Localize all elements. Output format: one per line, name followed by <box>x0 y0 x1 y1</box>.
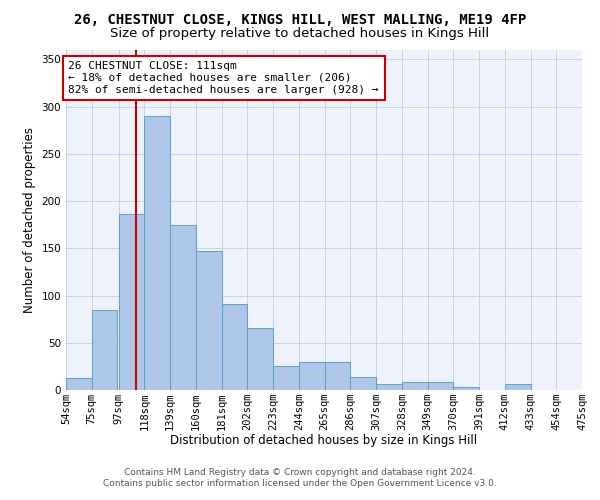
Text: 26 CHESTNUT CLOSE: 111sqm
← 18% of detached houses are smaller (206)
82% of semi: 26 CHESTNUT CLOSE: 111sqm ← 18% of detac… <box>68 62 379 94</box>
Bar <box>505 384 530 390</box>
Bar <box>273 366 299 390</box>
Bar <box>402 382 428 390</box>
Text: Size of property relative to detached houses in Kings Hill: Size of property relative to detached ho… <box>110 28 490 40</box>
Bar <box>428 382 454 390</box>
Bar <box>325 362 350 390</box>
Text: Contains HM Land Registry data © Crown copyright and database right 2024.
Contai: Contains HM Land Registry data © Crown c… <box>103 468 497 487</box>
Bar <box>299 362 325 390</box>
Bar <box>119 214 145 390</box>
Bar <box>221 304 247 390</box>
Y-axis label: Number of detached properties: Number of detached properties <box>23 127 36 313</box>
Bar <box>145 116 170 390</box>
Bar <box>92 310 118 390</box>
Bar <box>196 251 221 390</box>
Bar <box>376 384 402 390</box>
Bar <box>454 387 479 390</box>
Bar <box>170 224 196 390</box>
Bar <box>247 328 273 390</box>
X-axis label: Distribution of detached houses by size in Kings Hill: Distribution of detached houses by size … <box>170 434 478 448</box>
Text: 26, CHESTNUT CLOSE, KINGS HILL, WEST MALLING, ME19 4FP: 26, CHESTNUT CLOSE, KINGS HILL, WEST MAL… <box>74 12 526 26</box>
Bar <box>66 378 92 390</box>
Bar <box>350 377 376 390</box>
